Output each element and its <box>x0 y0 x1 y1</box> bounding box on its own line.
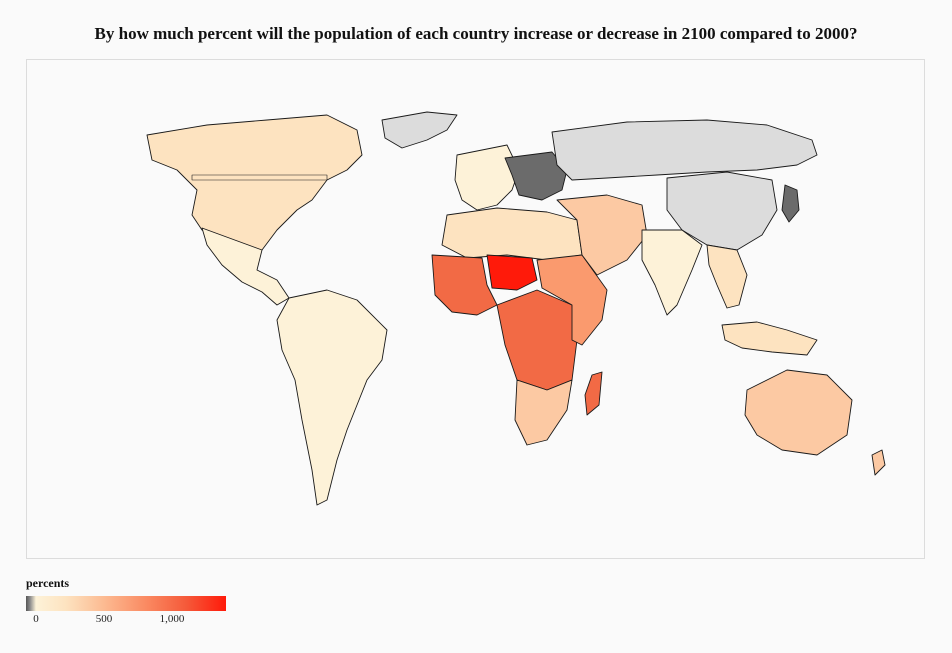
world-map[interactable] <box>27 60 926 560</box>
russia-region <box>551 119 818 181</box>
new-zealand-region <box>871 449 886 476</box>
eastern-europe-region <box>504 151 568 201</box>
niger-region <box>486 254 538 291</box>
indonesia-region <box>721 321 818 356</box>
map-panel[interactable] <box>26 59 925 559</box>
mexico-region <box>201 227 290 306</box>
north-africa-region <box>441 207 583 261</box>
japan-region <box>781 184 800 223</box>
southeast-asia-region <box>706 244 748 309</box>
legend-title: percents <box>26 576 70 590</box>
western-europe-region <box>454 144 520 211</box>
australia-region <box>744 369 853 456</box>
south-america-region <box>276 289 388 506</box>
legend-tick-1000: 1,000 <box>159 613 185 625</box>
madagascar-region <box>584 371 603 416</box>
india-region <box>641 229 703 316</box>
north-america-region <box>146 114 363 256</box>
middle-east-region <box>556 194 648 276</box>
legend-tick-500: 500 <box>95 613 113 625</box>
map-title: By how much percent will the population … <box>94 24 858 43</box>
central-africa-region <box>496 289 578 391</box>
legend-color-bar <box>26 596 226 611</box>
west-africa-region <box>431 254 498 316</box>
legend-tick-0: 0 <box>33 613 39 625</box>
greenland-region <box>381 111 458 149</box>
china-region <box>666 171 778 251</box>
southern-africa-region <box>514 379 573 446</box>
canada-us-border <box>191 174 328 181</box>
